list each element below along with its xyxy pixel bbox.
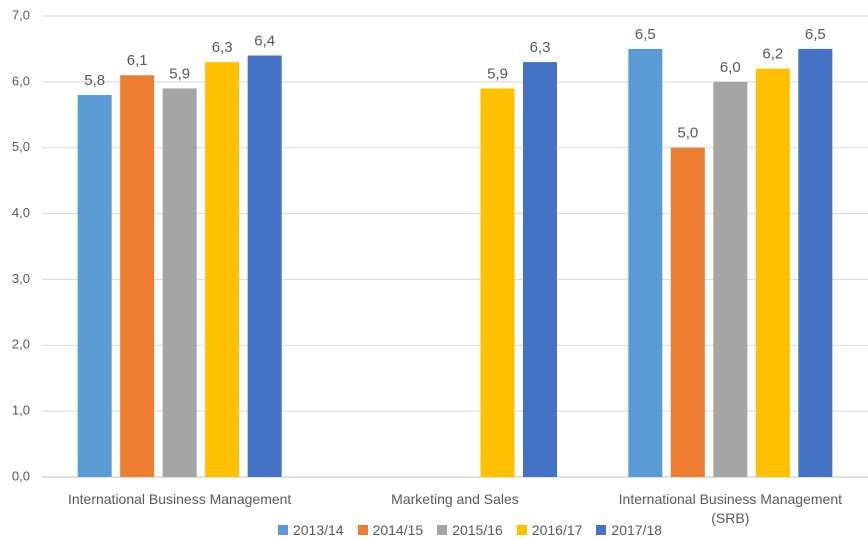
y-tick-label: 0,0 <box>12 468 30 483</box>
bar <box>205 62 240 477</box>
legend-label: 2015/16 <box>452 522 503 538</box>
bar <box>247 55 282 478</box>
data-label: 6,5 <box>805 26 826 43</box>
bar <box>162 88 197 477</box>
data-label: 5,9 <box>487 65 508 82</box>
data-label: 6,3 <box>530 39 551 56</box>
legend-item: 2013/14 <box>277 522 344 538</box>
data-label: 6,4 <box>254 32 275 49</box>
bar <box>755 68 790 477</box>
y-tick-label: 2,0 <box>12 337 30 352</box>
bar <box>120 75 155 478</box>
data-label: 5,0 <box>677 125 698 142</box>
data-label: 6,5 <box>635 26 656 43</box>
bar <box>523 62 557 477</box>
y-tick-label: 3,0 <box>12 271 30 286</box>
legend-swatch <box>516 525 527 535</box>
legend-label: 2013/14 <box>292 522 344 538</box>
legend-swatch <box>357 525 368 535</box>
y-tick-label: 1,0 <box>12 403 30 418</box>
data-label: 6,0 <box>720 59 741 76</box>
legend-item: 2015/16 <box>437 522 503 538</box>
y-tick-label: 6,0 <box>12 73 30 88</box>
bar <box>628 48 663 478</box>
legend-item: 2014/15 <box>357 522 424 538</box>
legend-swatch <box>277 525 288 535</box>
y-tick-label: 7,0 <box>12 7 30 22</box>
legend-swatch <box>437 525 448 535</box>
legend-item: 2016/17 <box>516 522 583 538</box>
legend-label: 2014/15 <box>372 522 424 538</box>
x-tick-label: Marketing and Sales <box>391 491 519 507</box>
bar <box>713 81 748 477</box>
data-label: 6,3 <box>212 39 233 56</box>
bar <box>77 95 112 478</box>
y-tick-label: 5,0 <box>12 139 30 154</box>
x-tick-label: International Business Management (SRB) <box>618 491 842 526</box>
y-tick-label: 4,0 <box>12 205 30 220</box>
x-tick-label: International Business Management <box>67 491 292 507</box>
legend: 2013/14 2014/15 2015/16 2016/17 2017/18 <box>0 522 868 538</box>
bar <box>798 48 833 478</box>
legend-swatch <box>596 525 607 535</box>
legend-item: 2017/18 <box>596 522 662 538</box>
data-label: 5,8 <box>84 72 105 89</box>
data-label: 5,9 <box>169 65 190 82</box>
bar <box>480 88 515 477</box>
legend-label: 2016/17 <box>531 522 583 538</box>
bar <box>670 147 705 477</box>
data-label: 6,1 <box>127 52 148 69</box>
data-label: 6,2 <box>762 46 783 63</box>
legend-label: 2017/18 <box>611 522 663 538</box>
